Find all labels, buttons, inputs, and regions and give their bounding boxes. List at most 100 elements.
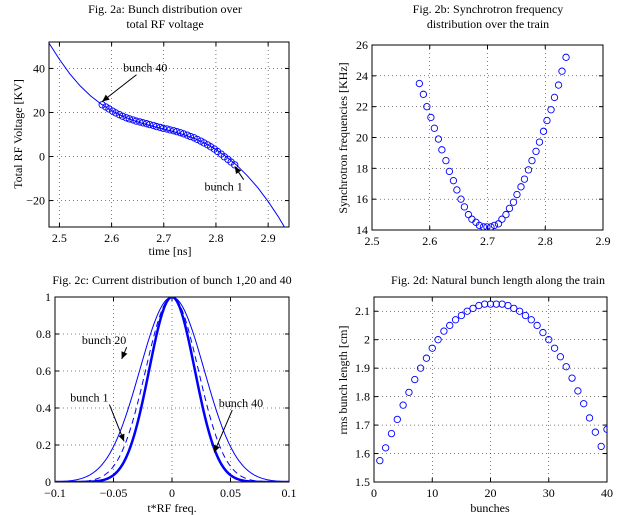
y-tick-label-d-4: 1.9 — [355, 361, 370, 375]
y-tick-label-a-3: 40 — [33, 61, 45, 75]
plot-area-d: 0 10 20 30 40 1.5 1.6 1.7 1.8 1.9 2 2.1 — [355, 296, 613, 500]
chart-title-a-line1: Fig. 2a: Bunch distribution over — [88, 2, 242, 16]
data-point-b-0-39 — [562, 53, 570, 61]
data-point-d-0-30 — [550, 344, 559, 352]
y-tick-label-d-2: 1.7 — [355, 418, 370, 432]
data-point-d-0-35 — [580, 400, 588, 408]
data-point-a-1-25 — [183, 131, 191, 139]
chart-title-b-line1: Fig. 2b: Synchrotron frequency — [413, 2, 564, 16]
plot-area-c: −0.1 −0.05 0 0.05 0.1 0 0.2 0.4 0.6 0.8 1 bunch 20 b… — [36, 290, 297, 500]
chart-panel-c: Fig. 2c: Current distribution of bunch 1… — [36, 273, 297, 515]
y-axis-label-b: Synchrotron frequencies [KHz] — [336, 62, 350, 213]
y-tick-label-c-2: 0.4 — [36, 401, 51, 415]
series-group-c — [55, 297, 289, 482]
data-point-b-0-21 — [494, 220, 503, 228]
data-point-d-0-26 — [527, 316, 535, 324]
y-tick-label-b-1: 16 — [356, 192, 368, 206]
series-line-a-0 — [49, 42, 286, 227]
data-point-d-0-28 — [539, 328, 547, 337]
chart-panel-d: Fig. 2d: Natural bunch length along the … — [336, 273, 613, 515]
y-tick-label-b-5: 24 — [356, 69, 368, 83]
data-point-d-0-13 — [451, 316, 460, 324]
data-point-d-0-5 — [405, 388, 413, 396]
data-point-d-0-8 — [422, 354, 431, 362]
data-point-b-0-2 — [423, 103, 431, 111]
data-point-b-0-6 — [438, 146, 446, 154]
data-point-d-0-31 — [556, 353, 565, 361]
y-tick-label-a-0: −20 — [26, 194, 45, 208]
data-point-b-0-1 — [419, 90, 428, 98]
data-point-b-0-26 — [513, 190, 521, 199]
annotation-label-c-0: bunch 20 — [82, 333, 126, 347]
x-tick-label-a-1: 2.6 — [104, 231, 119, 245]
data-point-d-0-22 — [504, 301, 512, 310]
data-point-b-0-34 — [543, 116, 551, 125]
x-tick-label-b-1: 2.6 — [422, 234, 437, 248]
data-point-b-0-27 — [517, 183, 525, 191]
series-curve-c-0 — [55, 297, 289, 482]
data-point-a-1-36 — [220, 153, 228, 161]
series-curve-c-2 — [55, 297, 289, 482]
data-point-a-1-22 — [173, 127, 181, 136]
data-point-a-1-11 — [136, 118, 144, 126]
data-point-b-0-20 — [490, 221, 499, 230]
annotation-arrow-c-2 — [213, 409, 233, 453]
chart-title-b-line2: distribution over the train — [427, 17, 549, 31]
data-point-b-0-17 — [479, 223, 488, 230]
data-point-d-0-27 — [533, 321, 541, 330]
data-point-b-0-31 — [532, 147, 540, 156]
data-point-d-0-23 — [510, 304, 518, 313]
data-point-d-0-18 — [481, 300, 489, 308]
annotation-arrowhead-a-1 — [234, 166, 242, 175]
data-point-b-0-36 — [550, 93, 559, 102]
data-point-b-0-4 — [430, 124, 439, 132]
data-point-a-1-39 — [231, 161, 239, 169]
x-tick-label-a-4: 2.9 — [261, 231, 276, 245]
data-point-a-1-23 — [176, 129, 185, 137]
data-point-d-0-1 — [381, 444, 390, 452]
x-tick-label-a-0: 2.5 — [52, 231, 67, 245]
chart-panel-b: Fig. 2b: Synchrotron frequency distribut… — [336, 2, 611, 248]
data-point-b-0-24 — [505, 204, 514, 213]
chart-title-a-line2: total RF voltage — [126, 17, 203, 31]
data-point-a-1-8 — [125, 115, 133, 123]
data-point-a-1-15 — [149, 121, 157, 130]
data-point-b-0-10 — [453, 186, 461, 194]
data-point-d-0-14 — [457, 311, 466, 320]
data-point-b-0-5 — [434, 135, 443, 143]
data-point-d-0-3 — [393, 415, 401, 424]
data-point-b-0-12 — [460, 203, 469, 211]
y-tick-label-b-2: 18 — [356, 161, 368, 175]
data-point-b-0-9 — [449, 177, 458, 185]
chart-panel-a: Fig. 2a: Bunch distribution over total R… — [11, 2, 290, 258]
y-tick-label-d-6: 2.1 — [355, 304, 370, 318]
data-point-a-1-16 — [152, 122, 161, 131]
x-tick-label-d-0: 0 — [371, 486, 377, 500]
data-point-b-0-11 — [457, 195, 465, 203]
axes-box-a — [48, 41, 290, 228]
x-tick-label-b-0: 2.5 — [365, 234, 380, 248]
x-tick-label-a-3: 2.8 — [208, 231, 223, 245]
data-point-b-0-18 — [483, 223, 491, 230]
data-point-b-0-23 — [502, 210, 510, 219]
data-point-d-0-36 — [585, 414, 594, 422]
data-point-b-0-0 — [415, 79, 424, 88]
y-axis-label-d: rms bunch length [cm] — [336, 326, 350, 435]
x-tick-label-d-4: 40 — [601, 486, 613, 500]
y-tick-label-d-1: 1.6 — [355, 447, 370, 461]
y-tick-label-c-5: 1 — [45, 290, 51, 304]
data-point-d-0-25 — [521, 311, 530, 320]
data-point-b-0-38 — [558, 67, 566, 75]
y-tick-label-b-0: 14 — [356, 223, 368, 237]
data-point-d-0-39 — [603, 425, 607, 433]
data-point-b-0-22 — [498, 215, 506, 223]
data-point-b-0-30 — [528, 156, 536, 165]
data-point-a-1-26 — [186, 132, 195, 141]
y-tick-label-c-3: 0.6 — [36, 364, 51, 378]
data-point-a-1-28 — [193, 135, 201, 143]
data-point-a-1-12 — [139, 119, 147, 127]
data-point-b-0-3 — [427, 113, 435, 122]
series-curve-c-1 — [55, 297, 289, 482]
data-point-a-1-20 — [166, 126, 174, 134]
series-group-a — [49, 42, 286, 227]
